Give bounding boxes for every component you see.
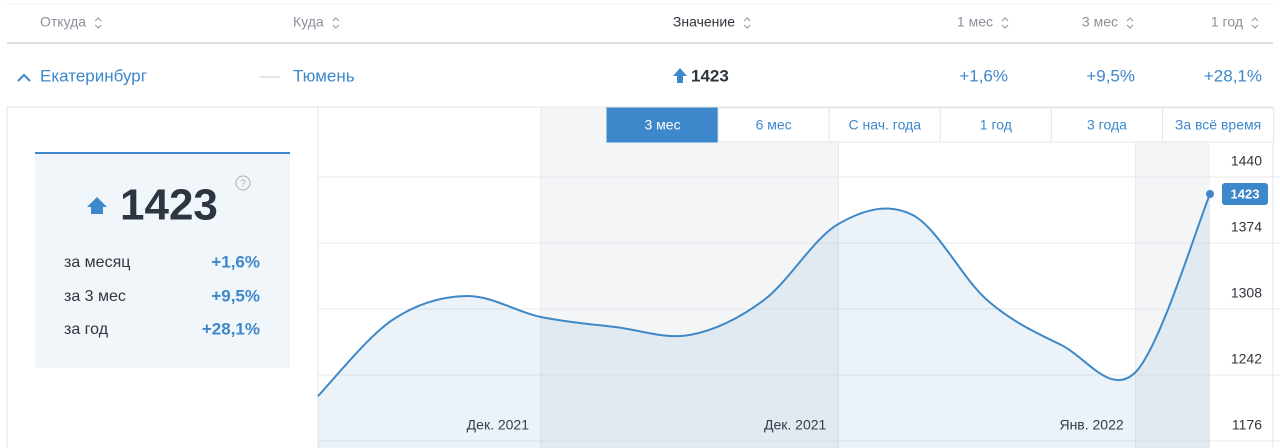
- expand-chevron[interactable]: [17, 73, 31, 82]
- y-tick-label: 1374: [1231, 219, 1262, 235]
- tab[interactable]: [606, 107, 719, 143]
- card-change: +28,1%: [202, 319, 260, 338]
- sort-icon: [94, 17, 102, 29]
- tab-label[interactable]: 1 год: [980, 117, 1012, 133]
- card-change: +9,5%: [211, 286, 260, 305]
- trend-arrow: [673, 68, 687, 83]
- band: [1135, 108, 1210, 448]
- tab-label[interactable]: 3 мес: [645, 117, 681, 133]
- card-trend-arrow: [87, 197, 107, 214]
- x-tick-label: Дек. 2021: [764, 417, 827, 433]
- help-mark[interactable]: ?: [240, 179, 246, 190]
- tab-label[interactable]: За всё время: [1175, 117, 1261, 133]
- sort-icon: [1001, 17, 1009, 29]
- sort-icon: [332, 17, 340, 29]
- tab[interactable]: [717, 107, 830, 143]
- x-tick-label: Дек. 2021: [467, 417, 530, 433]
- column-header[interactable]: 1 мес: [957, 14, 993, 30]
- tab-label[interactable]: 6 мес: [756, 117, 792, 133]
- area: [318, 194, 1210, 448]
- card-value: 1423: [120, 181, 218, 230]
- value-tag: [1222, 183, 1268, 205]
- card-label: за 3 мес: [64, 288, 126, 305]
- sort-icon: [1126, 17, 1134, 29]
- row-change: +9,5%: [1086, 66, 1135, 85]
- tab[interactable]: [1050, 107, 1164, 143]
- x-tick-label: Янв. 2022: [1059, 417, 1123, 433]
- column-header[interactable]: 1 год: [1211, 14, 1243, 30]
- value-tag-label: 1423: [1231, 186, 1260, 201]
- tab[interactable]: [828, 107, 941, 143]
- band: [541, 108, 839, 448]
- y-tick-label: 1176: [1232, 417, 1262, 433]
- column-header[interactable]: Откуда: [40, 14, 86, 30]
- tab[interactable]: [1162, 107, 1275, 143]
- sort-icon: [743, 17, 751, 29]
- row-change: +28,1%: [1204, 66, 1262, 85]
- last-point: [1206, 190, 1214, 198]
- card-accent: [35, 152, 290, 154]
- sort-icon: [1251, 17, 1259, 29]
- column-header[interactable]: 3 мес: [1082, 14, 1118, 30]
- row-value: 1423: [691, 66, 729, 85]
- y-tick-label: 1242: [1231, 351, 1262, 367]
- tab-label[interactable]: 3 года: [1087, 117, 1127, 133]
- line: [317, 193, 1211, 397]
- tab-label[interactable]: С нач. года: [848, 117, 921, 133]
- column-header[interactable]: Куда: [293, 14, 324, 30]
- card-label: за месяц: [64, 254, 130, 271]
- card-label: за год: [64, 321, 109, 338]
- row-change: +1,6%: [959, 66, 1008, 85]
- y-tick-label: 1308: [1231, 285, 1262, 301]
- card-change: +1,6%: [211, 252, 260, 271]
- column-header[interactable]: Значение: [673, 14, 735, 30]
- to-city[interactable]: Тюмень: [293, 66, 355, 85]
- from-city[interactable]: Екатеринбург: [40, 66, 147, 85]
- y-tick-label: 1440: [1231, 153, 1262, 169]
- plot: 1176 1242 1308 1374 1440 Дек. 2021 Дек. 2021 Ян…: [317, 108, 1280, 448]
- help-icon[interactable]: [235, 175, 251, 191]
